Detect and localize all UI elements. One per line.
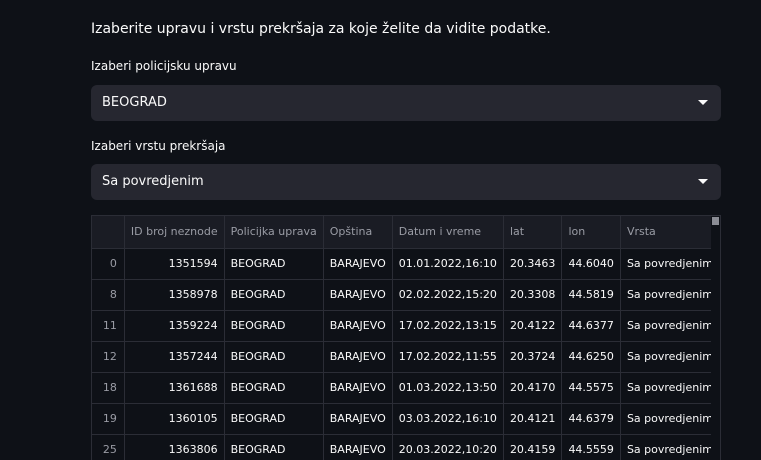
column-header-id[interactable]: ID broj neznode	[124, 216, 225, 249]
row-index: 18	[92, 372, 125, 404]
cell-type[interactable]: Sa povredjenim	[620, 434, 720, 460]
cell-municipality[interactable]: BARAJEVO	[323, 279, 393, 311]
cell-datetime[interactable]: 03.03.2022,16:10	[392, 403, 504, 435]
column-header-lat[interactable]: lat	[503, 216, 563, 249]
table-row: 0 1351594 BEOGRAD BARAJEVO 01.01.2022,16…	[92, 248, 720, 280]
cell-id[interactable]: 1357244	[124, 341, 225, 373]
cell-datetime[interactable]: 17.02.2022,11:55	[392, 341, 504, 373]
table-row: 19 1360105 BEOGRAD BARAJEVO 03.03.2022,1…	[92, 403, 720, 435]
cell-id[interactable]: 1363806	[124, 434, 225, 460]
cell-datetime[interactable]: 17.02.2022,13:15	[392, 310, 504, 342]
police-select-label: Izaberi policijsku upravu	[91, 59, 237, 73]
cell-datetime[interactable]: 02.02.2022,15:20	[392, 279, 504, 311]
police-select[interactable]: BEOGRAD	[91, 85, 721, 121]
cell-police[interactable]: BEOGRAD	[224, 279, 324, 311]
column-header-lon[interactable]: lon	[561, 216, 621, 249]
table-row: 11 1359224 BEOGRAD BARAJEVO 17.02.2022,1…	[92, 310, 720, 342]
cell-lon[interactable]: 44.5819	[561, 279, 621, 311]
cell-lat[interactable]: 20.3308	[503, 279, 563, 311]
row-index: 25	[92, 434, 125, 460]
cell-municipality[interactable]: BARAJEVO	[323, 372, 393, 404]
cell-datetime[interactable]: 20.03.2022,10:20	[392, 434, 504, 460]
cell-municipality[interactable]: BARAJEVO	[323, 310, 393, 342]
police-select-value: BEOGRAD	[102, 95, 167, 110]
cell-type[interactable]: Sa povredjenim	[620, 403, 720, 435]
cell-municipality[interactable]: BARAJEVO	[323, 341, 393, 373]
cell-type[interactable]: Sa povredjenim	[620, 372, 720, 404]
cell-lon[interactable]: 44.6377	[561, 310, 621, 342]
cell-id[interactable]: 1351594	[124, 248, 225, 280]
table-header-row: ID broj neznode Policijka uprava Opština…	[92, 216, 720, 249]
table-scrollbar[interactable]	[711, 216, 720, 460]
row-index: 0	[92, 248, 125, 280]
cell-police[interactable]: BEOGRAD	[224, 310, 324, 342]
cell-type[interactable]: Sa povredjenim	[620, 310, 720, 342]
data-grid: ID broj neznode Policijka uprava Opština…	[92, 216, 720, 460]
cell-lon[interactable]: 44.6379	[561, 403, 621, 435]
cell-datetime[interactable]: 01.03.2022,13:50	[392, 372, 504, 404]
violation-select-label: Izaberi vrstu prekršaja	[91, 139, 226, 153]
data-table[interactable]: ID broj neznode Policijka uprava Opština…	[91, 215, 721, 460]
column-header-type[interactable]: Vrsta	[620, 216, 720, 249]
cell-lon[interactable]: 44.5575	[561, 372, 621, 404]
cell-lat[interactable]: 20.3463	[503, 248, 563, 280]
table-row: 18 1361688 BEOGRAD BARAJEVO 01.03.2022,1…	[92, 372, 720, 404]
cell-datetime[interactable]: 01.01.2022,16:10	[392, 248, 504, 280]
cell-police[interactable]: BEOGRAD	[224, 341, 324, 373]
cell-lon[interactable]: 44.5559	[561, 434, 621, 460]
table-row: 25 1363806 BEOGRAD BARAJEVO 20.03.2022,1…	[92, 434, 720, 460]
cell-id[interactable]: 1361688	[124, 372, 225, 404]
cell-type[interactable]: Sa povredjenim	[620, 279, 720, 311]
cell-municipality[interactable]: BARAJEVO	[323, 248, 393, 280]
cell-lat[interactable]: 20.4159	[503, 434, 563, 460]
chevron-down-icon[interactable]	[698, 179, 708, 184]
cell-id[interactable]: 1360105	[124, 403, 225, 435]
cell-type[interactable]: Sa povredjenim	[620, 341, 720, 373]
cell-police[interactable]: BEOGRAD	[224, 248, 324, 280]
cell-lon[interactable]: 44.6040	[561, 248, 621, 280]
chevron-down-icon[interactable]	[698, 100, 708, 105]
cell-police[interactable]: BEOGRAD	[224, 434, 324, 460]
table-row: 8 1358978 BEOGRAD BARAJEVO 02.02.2022,15…	[92, 279, 720, 311]
cell-police[interactable]: BEOGRAD	[224, 372, 324, 404]
cell-police[interactable]: BEOGRAD	[224, 403, 324, 435]
scrollbar-thumb[interactable]	[712, 217, 719, 225]
cell-id[interactable]: 1359224	[124, 310, 225, 342]
table-row: 12 1357244 BEOGRAD BARAJEVO 17.02.2022,1…	[92, 341, 720, 373]
cell-municipality[interactable]: BARAJEVO	[323, 434, 393, 460]
column-header-datetime[interactable]: Datum i vreme	[392, 216, 504, 249]
cell-lat[interactable]: 20.4170	[503, 372, 563, 404]
column-header-municipality[interactable]: Opština	[323, 216, 393, 249]
row-index: 12	[92, 341, 125, 373]
column-header-police[interactable]: Policijka uprava	[224, 216, 324, 249]
violation-select[interactable]: Sa povredjenim	[91, 164, 721, 200]
cell-municipality[interactable]: BARAJEVO	[323, 403, 393, 435]
intro-text: Izaberite upravu i vrstu prekršaja za ko…	[91, 21, 551, 37]
cell-lat[interactable]: 20.3724	[503, 341, 563, 373]
cell-id[interactable]: 1358978	[124, 279, 225, 311]
row-index: 11	[92, 310, 125, 342]
row-index: 19	[92, 403, 125, 435]
row-index: 8	[92, 279, 125, 311]
column-header-index[interactable]	[92, 216, 125, 249]
cell-lat[interactable]: 20.4122	[503, 310, 563, 342]
cell-lon[interactable]: 44.6250	[561, 341, 621, 373]
cell-lat[interactable]: 20.4121	[503, 403, 563, 435]
violation-select-value: Sa povredjenim	[102, 174, 204, 189]
cell-type[interactable]: Sa povredjenim	[620, 248, 720, 280]
